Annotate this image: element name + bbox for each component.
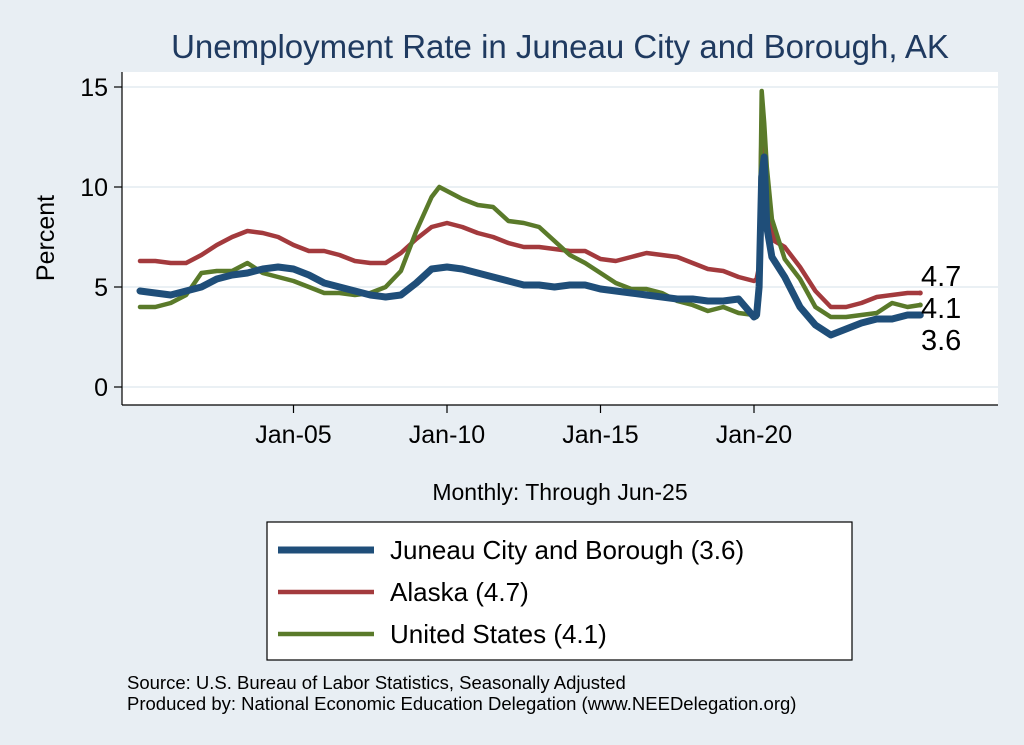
series-end-label: 4.1	[921, 293, 961, 325]
legend: Juneau City and Borough (3.6) Alaska (4.7…	[278, 535, 744, 649]
gridlines	[122, 86, 998, 388]
legend-label: United States (4.1)	[390, 619, 607, 649]
y-axis-title: Percent	[32, 195, 60, 281]
producer-note: Produced by: National Economic Education…	[127, 693, 796, 714]
legend-label: Alaska (4.7)	[390, 577, 529, 607]
y-tick-label: 5	[94, 274, 108, 302]
series-lines	[136, 88, 924, 339]
series-line-juneau-city-and-borough	[136, 153, 924, 339]
series-end-marker	[917, 312, 923, 318]
legend-label: Juneau City and Borough (3.6)	[390, 535, 744, 565]
series-end-label: 3.6	[921, 325, 961, 357]
series-line-united-states	[137, 88, 923, 320]
series-end-label: 4.7	[921, 261, 961, 293]
y-tick-label: 15	[80, 74, 108, 102]
end-labels: 3.6 4.74.1	[917, 261, 961, 357]
y-tick-label: 10	[80, 174, 108, 202]
x-tick-label: Jan-15	[562, 421, 638, 449]
source-note: Source: U.S. Bureau of Labor Statistics,…	[127, 672, 626, 693]
series-end-marker	[917, 290, 923, 296]
axes: 0 5 10 15 Jan-05 Jan-10 Jan-15 Jan-20	[80, 72, 998, 449]
chart-title: Unemployment Rate in Juneau City and Bor…	[171, 28, 949, 65]
y-tick-label: 0	[94, 374, 108, 402]
x-axis-title: Monthly: Through Jun-25	[432, 479, 687, 505]
x-tick-label: Jan-05	[255, 421, 331, 449]
plot-area	[122, 72, 998, 405]
x-tick-label: Jan-20	[716, 421, 792, 449]
x-tick-label: Jan-10	[409, 421, 485, 449]
series-end-marker	[917, 302, 923, 308]
